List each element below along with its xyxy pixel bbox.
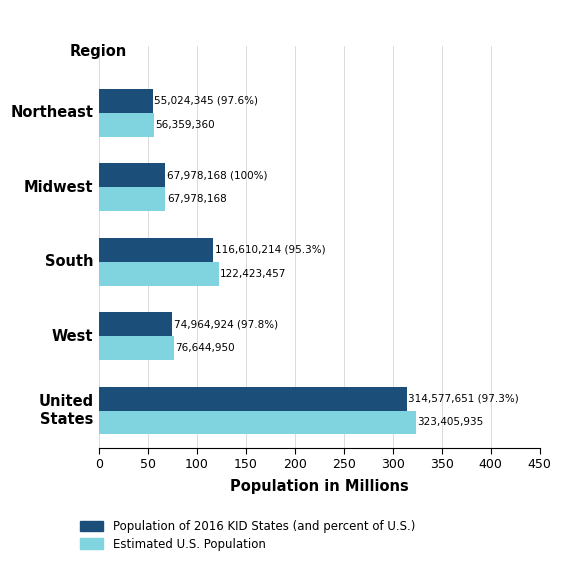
- Legend: Population of 2016 KID States (and percent of U.S.), Estimated U.S. Population: Population of 2016 KID States (and perce…: [73, 514, 421, 557]
- Bar: [99, 187, 166, 211]
- Text: 67,978,168 (100%): 67,978,168 (100%): [167, 170, 267, 180]
- Text: 116,610,214 (95.3%): 116,610,214 (95.3%): [215, 245, 325, 255]
- X-axis label: Population in Millions: Population in Millions: [230, 479, 408, 494]
- Bar: [99, 164, 166, 187]
- Text: Region: Region: [70, 44, 127, 59]
- Text: 56,359,360: 56,359,360: [155, 120, 215, 130]
- Bar: [99, 238, 213, 262]
- Bar: [99, 312, 172, 336]
- Bar: [99, 387, 407, 410]
- Text: 67,978,168: 67,978,168: [167, 194, 227, 204]
- Text: 76,644,950: 76,644,950: [175, 343, 235, 353]
- Bar: [99, 336, 174, 360]
- Text: 55,024,345 (97.6%): 55,024,345 (97.6%): [154, 96, 258, 106]
- Text: 74,964,924 (97.8%): 74,964,924 (97.8%): [174, 319, 278, 329]
- Bar: [99, 410, 416, 435]
- Bar: [99, 113, 154, 137]
- Text: 314,577,651 (97.3%): 314,577,651 (97.3%): [408, 394, 519, 404]
- Bar: [99, 262, 219, 285]
- Text: 122,423,457: 122,423,457: [220, 269, 286, 278]
- Text: 323,405,935: 323,405,935: [417, 417, 483, 428]
- Bar: [99, 89, 153, 113]
